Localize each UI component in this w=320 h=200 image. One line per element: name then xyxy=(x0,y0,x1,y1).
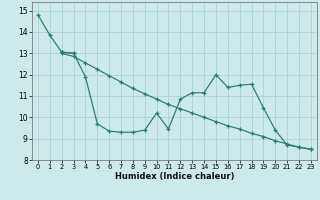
X-axis label: Humidex (Indice chaleur): Humidex (Indice chaleur) xyxy=(115,172,234,181)
